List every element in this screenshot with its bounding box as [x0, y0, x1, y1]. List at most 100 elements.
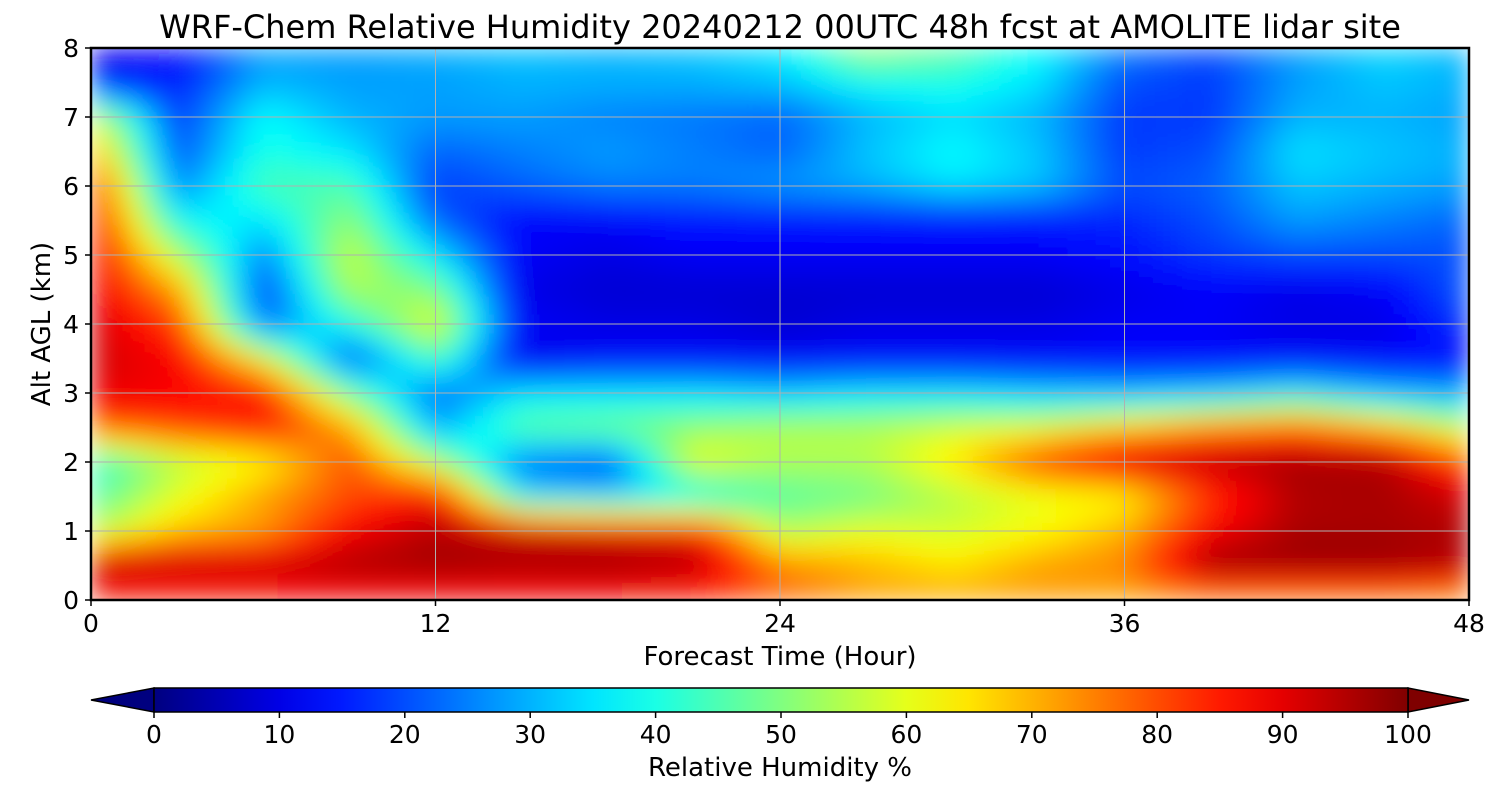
heat-cell: [435, 404, 451, 417]
heat-cell: [335, 324, 350, 337]
heat-cell: [1067, 151, 1083, 164]
heat-cell: [579, 324, 594, 337]
heat-cell: [535, 266, 551, 279]
heat-cell: [966, 335, 982, 348]
heat-cell: [378, 393, 394, 406]
heat-cell: [980, 128, 996, 141]
heat-cell: [780, 370, 795, 383]
heat-cell: [507, 94, 523, 107]
heat-cell: [464, 496, 480, 509]
heat-cell: [765, 577, 781, 590]
heat-cell: [1124, 243, 1140, 256]
heat-cell: [880, 416, 896, 429]
heat-cell: [406, 347, 422, 360]
heat-cell: [177, 439, 193, 452]
heat-cell: [306, 82, 322, 95]
heat-cell: [622, 473, 638, 486]
heat-cell: [679, 370, 695, 383]
heat-cell: [1081, 358, 1097, 371]
heat-cell: [119, 255, 135, 268]
heat-cell: [909, 439, 925, 452]
heat-cell: [1210, 312, 1226, 325]
heat-cell: [880, 565, 896, 578]
heat-cell: [995, 117, 1011, 130]
heat-cell: [349, 278, 365, 291]
heat-cell: [263, 48, 279, 61]
heat-cell: [693, 289, 709, 302]
heat-cell: [378, 588, 394, 600]
heat-cell: [1339, 496, 1355, 509]
heat-cell: [751, 186, 767, 199]
heat-cell: [1368, 105, 1384, 118]
heat-cell: [679, 82, 695, 95]
heat-cell: [995, 588, 1011, 600]
heat-cell: [722, 278, 738, 291]
heat-cell: [492, 370, 508, 383]
heat-cell: [636, 450, 652, 463]
heat-cell: [119, 404, 135, 417]
heat-cell: [1339, 485, 1355, 498]
heat-cell: [765, 48, 781, 61]
heat-cell: [1009, 163, 1025, 176]
heat-cell: [866, 531, 882, 544]
heat-cell: [105, 278, 121, 291]
heat-cell: [1052, 105, 1068, 118]
heat-cell: [177, 232, 193, 245]
heat-cell: [937, 450, 953, 463]
heat-cell: [837, 220, 853, 233]
heat-cell: [521, 485, 537, 498]
heat-cell: [937, 519, 953, 532]
heat-cell: [995, 209, 1011, 222]
heat-cell: [1038, 220, 1054, 233]
heat-cell: [1397, 358, 1413, 371]
heat-cell: [363, 209, 379, 222]
heat-cell: [679, 462, 695, 475]
heat-cell: [1296, 266, 1312, 279]
heat-cell: [966, 347, 982, 360]
heat-cell: [1440, 335, 1456, 348]
heat-cell: [1253, 588, 1269, 600]
heat-cell: [1311, 243, 1327, 256]
heat-cell: [995, 301, 1011, 314]
heat-cell: [780, 312, 795, 325]
heat-cell: [794, 347, 810, 360]
heat-cell: [1282, 278, 1298, 291]
heat-cell: [1325, 565, 1341, 578]
heat-cell: [966, 358, 982, 371]
heat-cell: [349, 554, 365, 567]
heat-cell: [550, 301, 566, 314]
heat-cell: [1239, 59, 1255, 72]
heat-cell: [665, 462, 681, 475]
heat-cell: [119, 209, 135, 222]
heat-cell: [148, 128, 164, 141]
heat-cell: [1052, 439, 1068, 452]
heat-cell: [1368, 508, 1384, 521]
heat-cell: [277, 151, 293, 164]
heat-cell: [665, 577, 681, 590]
heat-cell: [1110, 243, 1126, 256]
heat-cell: [550, 370, 566, 383]
heat-cell: [966, 255, 982, 268]
heat-cell: [894, 48, 910, 61]
heat-cell: [1454, 255, 1469, 268]
heat-cell: [894, 531, 910, 544]
heat-cell: [335, 531, 350, 544]
heat-cell: [521, 209, 537, 222]
heat-cell: [665, 554, 681, 567]
heat-cell: [1368, 335, 1384, 348]
heat-cell: [1282, 243, 1298, 256]
heat-cell: [363, 312, 379, 325]
heat-cell: [263, 542, 279, 555]
heat-cell: [952, 473, 968, 486]
heat-cell: [478, 508, 494, 521]
heat-cell: [736, 255, 752, 268]
heat-cell: [1425, 485, 1441, 498]
heat-cell: [650, 209, 666, 222]
heat-cell: [105, 243, 121, 256]
heat-cell: [1095, 358, 1111, 371]
heat-cell: [392, 577, 408, 590]
heat-cell: [1354, 496, 1370, 509]
heat-cell: [435, 301, 451, 314]
heat-cell: [966, 427, 982, 440]
heat-cell: [708, 289, 724, 302]
